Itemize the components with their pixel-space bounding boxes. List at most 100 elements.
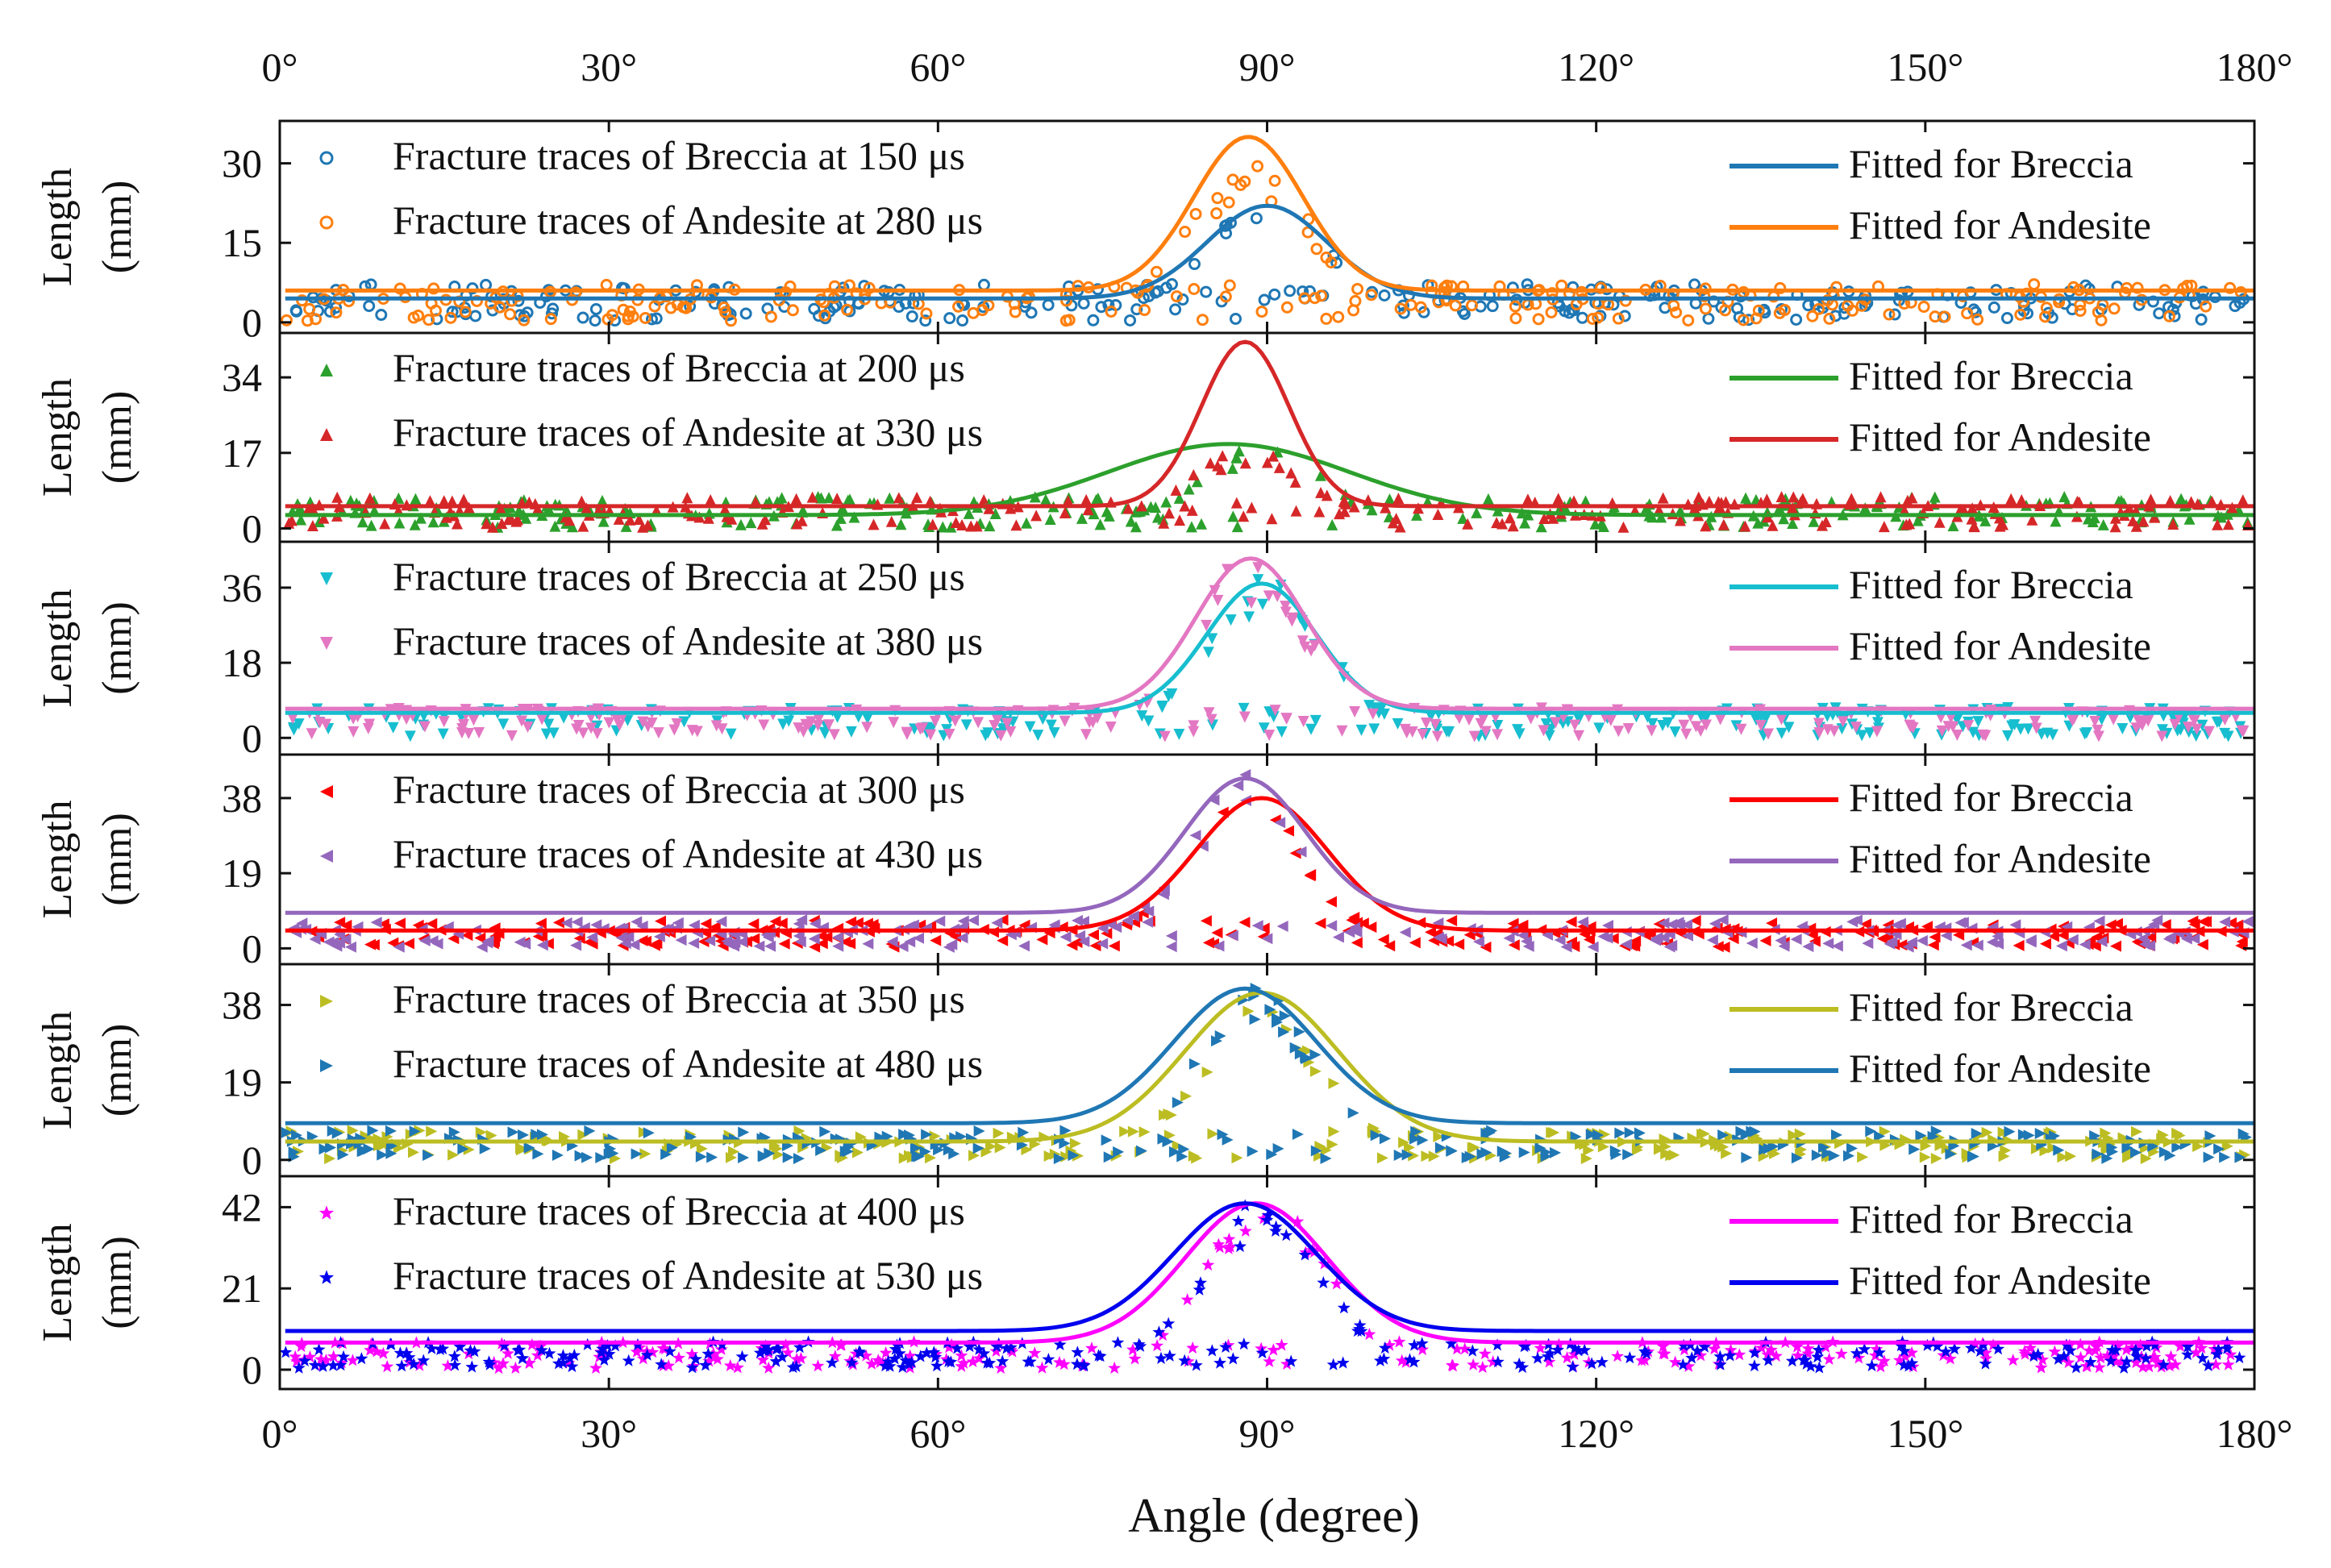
y-axis-unit: (mm): [94, 1024, 140, 1117]
scatter-point: [312, 1342, 326, 1356]
scatter-point: [1491, 1355, 1505, 1368]
scatter-point: [1080, 493, 1093, 505]
scatter-point: [364, 938, 376, 950]
scatter-point: [996, 1354, 1009, 1367]
y-tick-label: 17: [222, 430, 262, 476]
y-tick-label: 0: [242, 925, 262, 971]
scatter-point: [2144, 940, 2156, 952]
scatter-point: [994, 1142, 1006, 1154]
scatter-point: [929, 1350, 943, 1363]
scatter-point: [1846, 1142, 1859, 1154]
scatter-point: [513, 1343, 527, 1356]
scatter-point: [793, 1341, 806, 1354]
scatter-point: [2183, 513, 2196, 525]
scatter-point: [1097, 938, 1109, 950]
scatter-point: [344, 494, 356, 506]
scatter-point: [1018, 1126, 1030, 1138]
scatter-point: [828, 1350, 842, 1362]
scatter-point: [2192, 1141, 2204, 1153]
scatter-point: [1655, 511, 1667, 523]
y-axis-label: Length: [35, 378, 81, 497]
scatter-point: [1320, 1152, 1332, 1164]
y-tick-label: 0: [242, 715, 262, 760]
scatter-point: [1486, 1355, 1500, 1368]
scatter-point: [1222, 196, 1235, 209]
scatter-point: [1188, 258, 1201, 271]
scatter-point: [1349, 705, 1361, 717]
scatter-point: [1059, 507, 1071, 519]
scatter-point: [556, 1349, 570, 1362]
scatter-point: [364, 1343, 377, 1356]
scatter-point: [1617, 521, 1630, 533]
scatter-point: [1238, 1224, 1252, 1237]
scatter-point: [1605, 714, 1617, 726]
scatter-point: [422, 1149, 435, 1161]
scatter-point: [1071, 914, 1083, 926]
fitted-curve: [285, 203, 2254, 301]
scatter-point: [1189, 1358, 1203, 1371]
scatter-point: [1280, 606, 1292, 618]
scatter-point: [2092, 1361, 2106, 1374]
scatter-point: [1957, 917, 1969, 929]
scatter-point: [1247, 1146, 1259, 1158]
scatter-point: [288, 724, 300, 736]
top-x-tick-label: 180°: [2217, 44, 2293, 89]
scatter-point: [943, 728, 955, 740]
scatter-point: [1791, 1349, 1804, 1362]
scatter-point: [1138, 1126, 1151, 1138]
scatter-point: [563, 1351, 577, 1364]
scatter-point: [1977, 729, 1989, 741]
scatter-point: [308, 1358, 322, 1371]
scatter-point: [2039, 938, 2051, 950]
scatter-point: [1005, 726, 1017, 738]
scatter-point: [834, 1338, 847, 1351]
scatter-point: [1517, 1340, 1531, 1353]
scatter-point: [2222, 730, 2234, 742]
scatter-point: [972, 1351, 986, 1364]
scatter-point: [1229, 312, 1242, 325]
scatter-point: [1417, 729, 1429, 741]
scatter-point: [2183, 726, 2195, 738]
scatter-point: [1155, 1351, 1168, 1364]
scatter-point: [410, 493, 422, 505]
scatter-point: [1712, 941, 1724, 953]
scatter-point: [497, 1357, 510, 1370]
scatter-point: [1713, 1350, 1727, 1362]
scatter-point: [292, 1361, 306, 1374]
scatter-point: [1282, 825, 1294, 837]
scatter-point: [2195, 313, 2208, 326]
scatter-point: [1256, 598, 1268, 610]
scatter-point: [1871, 726, 1883, 738]
scatter-point: [290, 1354, 304, 1367]
scatter-point: [1210, 1035, 1222, 1047]
scatter-point: [1251, 920, 1263, 932]
scatter-point: [648, 300, 661, 313]
scatter-point: [1309, 1065, 1322, 1077]
scatter-point: [714, 1342, 728, 1355]
legend-marker: [320, 1059, 333, 1072]
plot-area: [280, 135, 2254, 327]
scatter-point: [706, 1347, 720, 1360]
scatter-point: [295, 514, 307, 526]
scatter-point: [393, 941, 405, 953]
scatter-point: [1865, 1125, 1877, 1138]
scatter-point: [1394, 302, 1407, 315]
scatter-point: [1774, 281, 1787, 294]
scatter-point: [991, 714, 1003, 726]
scatter-point: [965, 520, 977, 532]
scatter-point: [1222, 1133, 1234, 1146]
scatter-point: [980, 730, 992, 742]
scatter-point: [387, 722, 399, 734]
scatter-point: [771, 1142, 783, 1154]
scatter-point: [2140, 1339, 2154, 1352]
scatter-point: [898, 1152, 910, 1164]
scatter-point: [1231, 521, 1243, 533]
scatter-point: [1095, 301, 1108, 314]
scatter-point: [879, 1359, 892, 1372]
scatter-point: [1748, 1359, 1761, 1372]
scatter-point: [290, 1129, 302, 1142]
scatter-point: [504, 308, 517, 321]
scatter-point: [1351, 926, 1363, 938]
top-x-tick-label: 90°: [1239, 44, 1296, 89]
y-tick-label: 38: [222, 776, 262, 821]
